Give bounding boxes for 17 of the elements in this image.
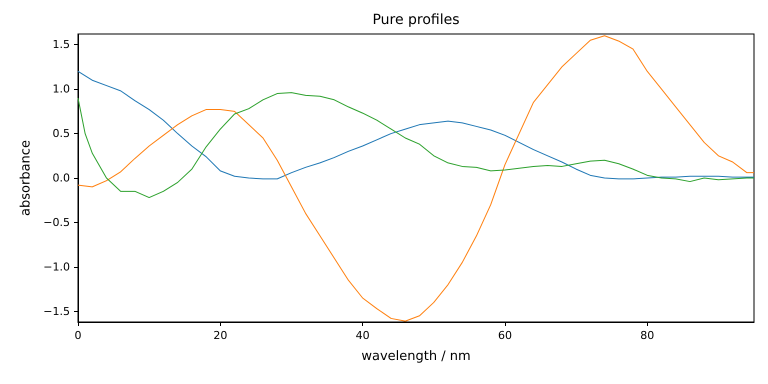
chart-title: Pure profiles	[372, 12, 460, 28]
y-tick-label: −0.5	[43, 216, 70, 229]
x-tick-label: 40	[356, 329, 370, 342]
y-tick-label: 0.5	[52, 127, 70, 140]
line-series	[78, 70, 754, 180]
line-series	[78, 92, 754, 198]
y-tick-label: 1.0	[52, 82, 70, 96]
x-tick-label: 20	[213, 329, 228, 342]
x-tick-label: 60	[498, 329, 512, 342]
y-tick-label: 1.5	[52, 38, 70, 52]
x-axis-title: wavelength / nm	[361, 349, 471, 364]
x-tick-label: 80	[640, 329, 654, 342]
y-tick-label: 0.0	[52, 172, 70, 184]
x-tick-label: 0	[74, 329, 82, 342]
y-tick-label: −1.5	[43, 304, 70, 318]
y-tick-label: −1.0	[43, 260, 70, 274]
y-axis-title: absorbance	[18, 140, 34, 216]
